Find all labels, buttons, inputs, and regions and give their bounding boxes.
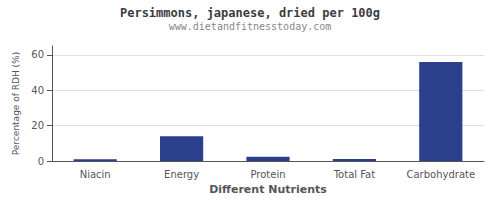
svg-text:0: 0 (38, 156, 44, 167)
svg-text:40: 40 (31, 85, 44, 96)
svg-text:60: 60 (31, 49, 44, 60)
svg-text:20: 20 (31, 120, 44, 131)
svg-text:Different Nutrients: Different Nutrients (209, 183, 327, 196)
svg-text:Percentage of RDH (%): Percentage of RDH (%) (11, 52, 21, 155)
svg-text:Total Fat: Total Fat (333, 169, 375, 180)
svg-text:Protein: Protein (250, 169, 285, 180)
svg-text:Energy: Energy (164, 169, 199, 180)
svg-text:Niacin: Niacin (80, 169, 111, 180)
svg-text:Persimmons, japanese, dried pe: Persimmons, japanese, dried per 100g (120, 6, 380, 20)
svg-text:www.dietandfitnesstoday.com: www.dietandfitnesstoday.com (169, 21, 332, 32)
svg-text:Carbohydrate: Carbohydrate (406, 169, 475, 180)
